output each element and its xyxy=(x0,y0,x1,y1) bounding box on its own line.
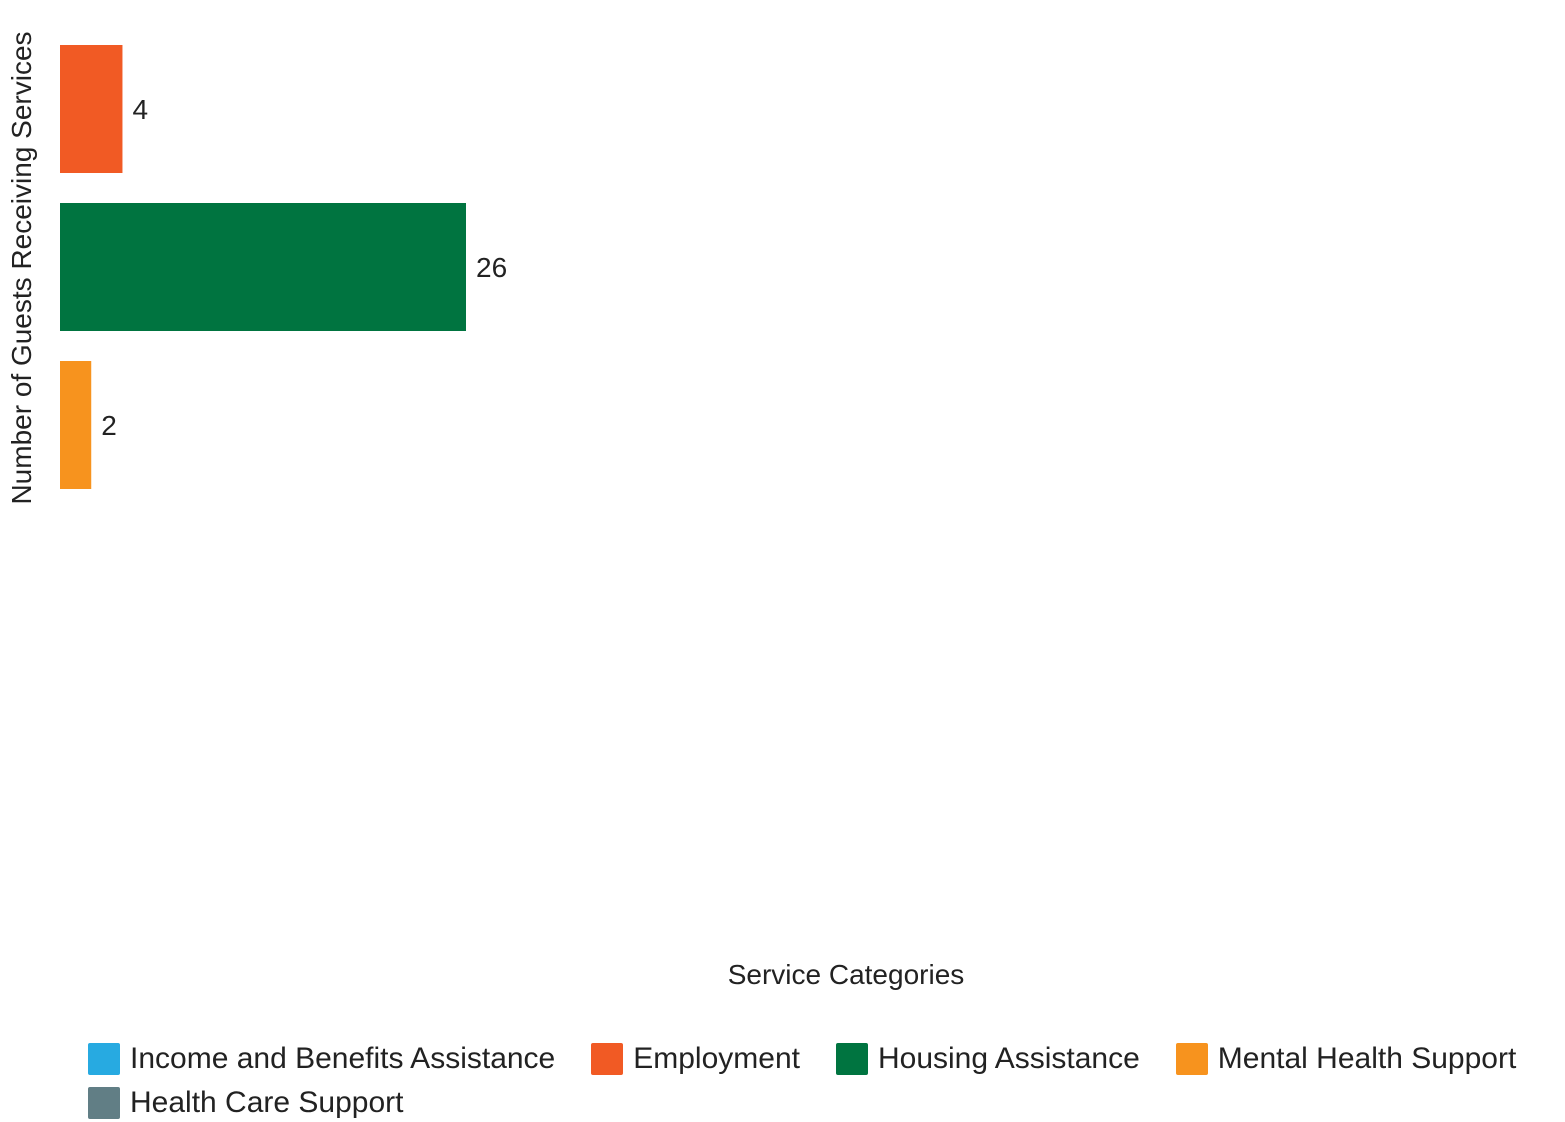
legend-item-housing-assistance: Housing Assistance xyxy=(835,1042,1140,1076)
legend-swatch xyxy=(88,1043,120,1075)
legend-item-income-and-benefits-assistance: Income and Benefits Assistance xyxy=(88,1042,555,1076)
legend-label: Income and Benefits Assistance xyxy=(130,1042,556,1075)
bar-value-label: 26 xyxy=(476,252,507,283)
legend-label: Employment xyxy=(633,1042,800,1075)
legend-label: Mental Health Support xyxy=(1217,1042,1517,1075)
legend: Income and Benefits Assistance Employment… xyxy=(88,1042,1558,1120)
bar-housing-assistance xyxy=(60,203,466,331)
bar-value-label: 2 xyxy=(101,410,117,441)
x-axis-label: Service Categories xyxy=(727,959,965,990)
bar-value-label: 4 xyxy=(132,94,148,125)
legend-label: Housing Assistance xyxy=(877,1042,1140,1075)
legend-item-employment: Employment xyxy=(591,1042,800,1076)
legend-swatch xyxy=(591,1043,624,1075)
bar-employment xyxy=(60,45,123,173)
y-axis-label: Number of Guests Receiving Services xyxy=(6,31,37,505)
legend-item-mental-health-support: Mental Health Support xyxy=(1175,1042,1517,1076)
legend-swatch xyxy=(1175,1043,1208,1075)
legend-item-health-care-support: Health Care Support xyxy=(88,1086,404,1120)
legend-swatch xyxy=(835,1043,868,1075)
legend-label: Health Care Support xyxy=(130,1086,404,1119)
bar-mental-health-support xyxy=(60,361,92,489)
legend-swatch xyxy=(88,1087,120,1119)
